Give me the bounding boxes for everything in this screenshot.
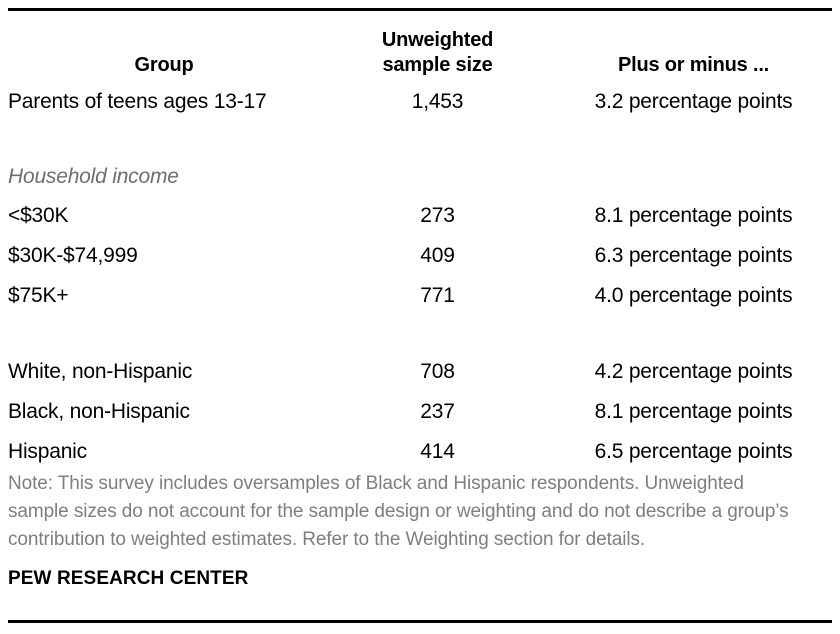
cell-sample-size: 409	[420, 244, 455, 267]
table-body: Parents of teens ages 13-17 1,453 3.2 pe…	[8, 82, 832, 472]
table-row: White, non-Hispanic 708 4.2 percentage p…	[8, 352, 832, 392]
table-spacer	[8, 316, 832, 352]
table-row: <$30K 273 8.1 percentage points	[8, 196, 832, 236]
cell-moe: 4.2 percentage points	[594, 360, 793, 383]
cell-moe: 8.1 percentage points	[594, 204, 793, 227]
cell-sample-size: 237	[420, 400, 455, 423]
cell-group: Parents of teens ages 13-17	[8, 90, 267, 113]
table-row: Parents of teens ages 13-17 1,453 3.2 pe…	[8, 82, 832, 122]
cell-sample-size: 1,453	[411, 90, 464, 113]
cell-moe: 3.2 percentage points	[594, 90, 793, 113]
cell-group: Hispanic	[8, 440, 87, 463]
section-label: Household income	[8, 165, 179, 188]
cell-group: $30K-$74,999	[8, 244, 138, 267]
table-header-row: Group Unweighted sample size Plus or min…	[8, 26, 832, 78]
table-spacer	[8, 122, 832, 158]
cell-moe: 6.5 percentage points	[594, 440, 793, 463]
cell-group: <$30K	[8, 204, 69, 227]
table-row: $75K+ 771 4.0 percentage points	[8, 276, 832, 316]
cell-sample-size: 708	[420, 360, 455, 383]
table-row: $30K-$74,999 409 6.3 percentage points	[8, 236, 832, 276]
table-row: Black, non-Hispanic 237 8.1 percentage p…	[8, 392, 832, 432]
cell-group: $75K+	[8, 284, 69, 307]
column-header-plus-minus: Plus or minus ...	[617, 54, 770, 76]
cell-moe: 8.1 percentage points	[594, 400, 793, 423]
table-note: Note: This survey includes oversamples o…	[8, 473, 789, 550]
top-rule	[8, 8, 832, 11]
cell-sample-size: 771	[420, 284, 455, 307]
cell-moe: 6.3 percentage points	[594, 244, 793, 267]
table-section-row: Household income	[8, 158, 832, 196]
cell-sample-size: 414	[420, 440, 455, 463]
cell-group: Black, non-Hispanic	[8, 400, 190, 423]
cell-sample-size: 273	[420, 204, 455, 227]
source-attribution: PEW RESEARCH CENTER	[8, 568, 249, 589]
column-header-sample-size: Unweighted sample size	[381, 29, 494, 76]
column-header-group: Group	[134, 54, 194, 76]
cell-moe: 4.0 percentage points	[594, 284, 793, 307]
cell-group: White, non-Hispanic	[8, 360, 193, 383]
bottom-rule	[8, 620, 832, 623]
table-row: Hispanic 414 6.5 percentage points	[8, 432, 832, 472]
